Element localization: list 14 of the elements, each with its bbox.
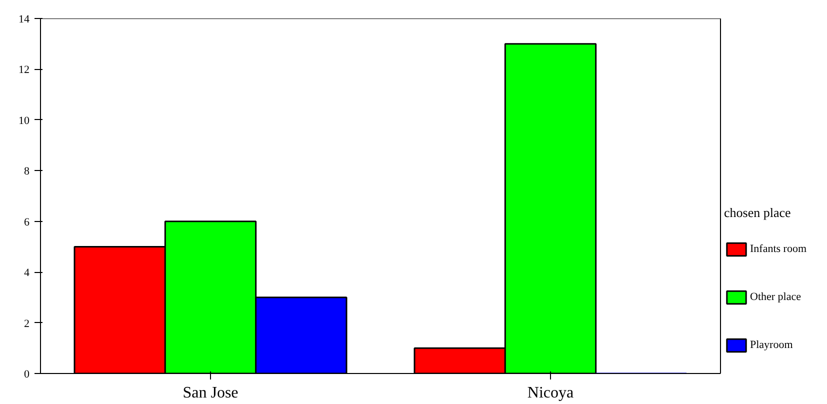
y-tick-label: 12	[18, 64, 30, 76]
y-tick-label: 14	[18, 14, 30, 26]
legend-title: chosen place	[724, 205, 792, 221]
legend-label: Other place	[750, 291, 801, 303]
y-tick-label: 4	[24, 267, 30, 280]
y-tick-label: 8	[24, 166, 30, 178]
x-tick-label: Nicoya	[527, 384, 574, 402]
y-tick-label: 10	[18, 114, 30, 127]
x-tick-label: San Jose	[182, 384, 238, 402]
y-tick-label: 6	[24, 216, 30, 228]
y-tick-label: 0	[24, 368, 30, 380]
legend-label: Playroom	[750, 339, 793, 351]
legend-label: Infants room	[750, 243, 807, 255]
y-tick-label: 2	[24, 318, 30, 330]
